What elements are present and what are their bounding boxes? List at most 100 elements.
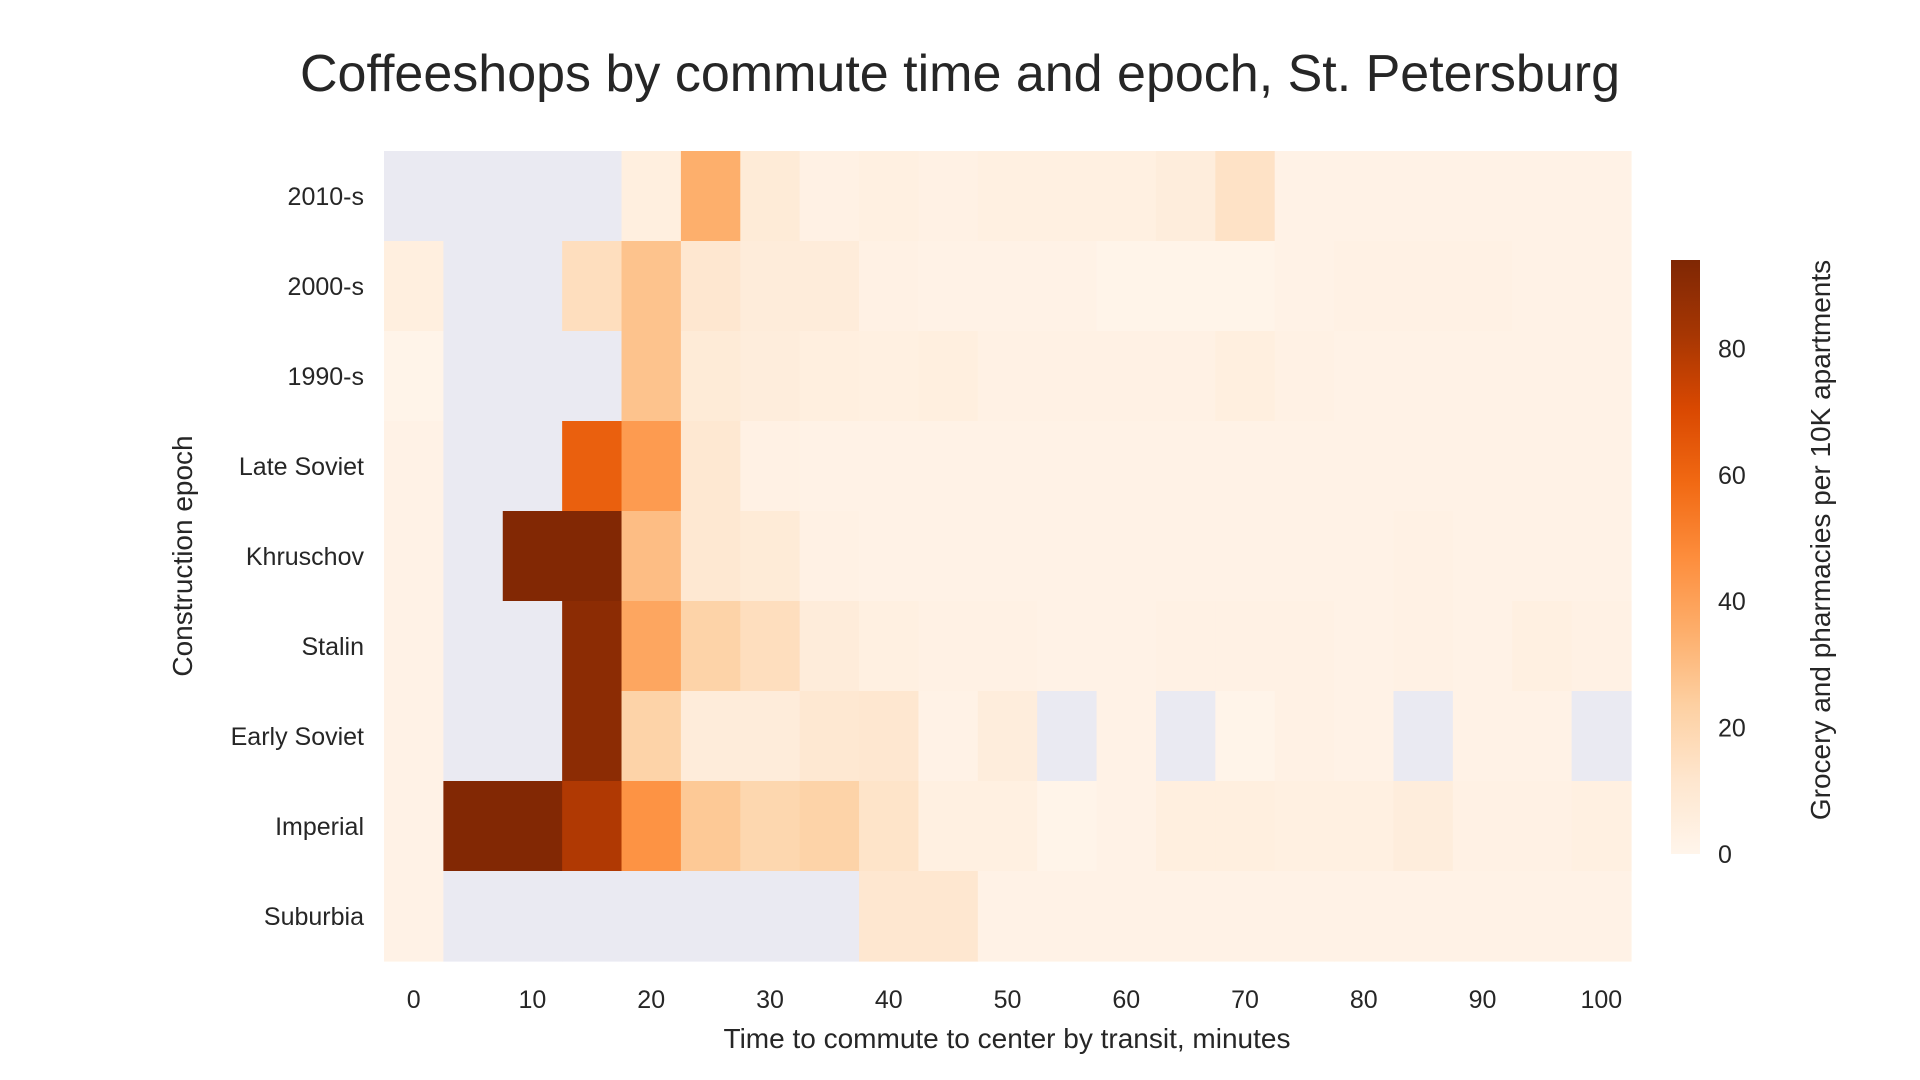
heatmap-cell xyxy=(1452,511,1513,602)
x-tick-label: 50 xyxy=(994,986,1022,1014)
heatmap-cell xyxy=(1096,511,1157,602)
heatmap-cell xyxy=(1334,601,1395,692)
heatmap-cell xyxy=(443,151,504,242)
heatmap-cell xyxy=(384,241,444,332)
heatmap-cell xyxy=(918,601,979,692)
heatmap-cell xyxy=(1571,691,1632,782)
heatmap-cell xyxy=(859,241,920,332)
heatmap-cell xyxy=(977,421,1038,512)
heatmap-cell xyxy=(799,331,860,422)
heatmap-cell xyxy=(1215,871,1276,962)
colorbar-tick-label: 20 xyxy=(1718,715,1746,743)
heatmap-cell xyxy=(1571,241,1632,332)
heatmap-cell xyxy=(621,691,682,782)
heatmap-cell xyxy=(1393,331,1454,422)
heatmap-cell xyxy=(799,871,860,962)
heatmap-cell xyxy=(1037,151,1098,242)
heatmap-cell xyxy=(1096,151,1157,242)
heatmap-cell xyxy=(1571,511,1632,602)
x-tick-label: 0 xyxy=(407,986,421,1014)
heatmap-cell xyxy=(1155,601,1216,692)
heatmap-cell xyxy=(859,331,920,422)
heatmap-cell xyxy=(1334,691,1395,782)
heatmap-cell xyxy=(1452,151,1513,242)
heatmap-cell xyxy=(918,781,979,872)
heatmap-cell xyxy=(918,511,979,602)
heatmap-cell xyxy=(1452,601,1513,692)
heatmap-cell xyxy=(1512,151,1573,242)
heatmap-cell xyxy=(740,781,801,872)
heatmap-cell xyxy=(1037,871,1098,962)
heatmap-cell xyxy=(502,421,563,512)
chart-title: Coffeeshops by commute time and epoch, S… xyxy=(300,45,1620,103)
heatmap-cell xyxy=(799,241,860,332)
heatmap-cell xyxy=(977,601,1038,692)
heatmap-cell xyxy=(1155,241,1216,332)
heatmap-cell xyxy=(384,781,444,872)
heatmap-cell xyxy=(384,151,444,242)
heatmap-cell xyxy=(680,151,741,242)
heatmap-cell xyxy=(1274,331,1335,422)
heatmap-cell xyxy=(977,241,1038,332)
heatmap-cell xyxy=(680,691,741,782)
heatmap-cell xyxy=(1393,781,1454,872)
heatmap-cell xyxy=(1096,421,1157,512)
heatmap-cell xyxy=(859,691,920,782)
heatmap-cell xyxy=(1334,421,1395,512)
y-tick-label: Imperial xyxy=(275,813,364,841)
y-axis-label: Construction epoch xyxy=(167,435,198,676)
heatmap-cell xyxy=(918,691,979,782)
heatmap-cell xyxy=(918,241,979,332)
heatmap-cell xyxy=(680,781,741,872)
heatmap-cell xyxy=(680,421,741,512)
heatmap-cell xyxy=(1274,691,1335,782)
x-tick-label: 20 xyxy=(637,986,665,1014)
heatmap-cell xyxy=(621,511,682,602)
heatmap-cell xyxy=(562,151,623,242)
heatmap-cell xyxy=(1274,511,1335,602)
heatmap-cell xyxy=(680,511,741,602)
heatmap-cell xyxy=(1571,601,1632,692)
heatmap-cell xyxy=(384,421,444,512)
heatmap-cell xyxy=(1037,331,1098,422)
heatmap-cell xyxy=(562,421,623,512)
heatmap-cell xyxy=(1393,151,1454,242)
heatmap-cell xyxy=(977,151,1038,242)
heatmap-cell xyxy=(1215,781,1276,872)
heatmap-cell xyxy=(1334,871,1395,962)
heatmap-cell xyxy=(1096,331,1157,422)
heatmap-cell xyxy=(384,511,444,602)
x-tick-label: 90 xyxy=(1469,986,1497,1014)
heatmap-cell xyxy=(1393,601,1454,692)
heatmap-cell xyxy=(918,871,979,962)
y-tick-labels: 2010-s 2000-s 1990-s Late Soviet Khruschov St… xyxy=(231,183,365,931)
heatmap-cell xyxy=(1512,781,1573,872)
heatmap-cell xyxy=(384,691,444,782)
heatmap-cell xyxy=(1512,691,1573,782)
heatmap-cell xyxy=(740,871,801,962)
heatmap-cell xyxy=(1215,601,1276,692)
y-tick-label: Early Soviet xyxy=(231,723,364,751)
heatmap-cell xyxy=(799,151,860,242)
heatmap-cell xyxy=(384,871,444,962)
heatmap-cell xyxy=(977,691,1038,782)
heatmap-cell xyxy=(680,601,741,692)
heatmap-cell xyxy=(1155,511,1216,602)
heatmap-cell xyxy=(443,871,504,962)
x-tick-label: 60 xyxy=(1112,986,1140,1014)
x-tick-label: 30 xyxy=(756,986,784,1014)
heatmap-cells xyxy=(384,151,1632,962)
heatmap-cell xyxy=(621,871,682,962)
heatmap-cell xyxy=(562,241,623,332)
heatmap-cell xyxy=(1334,151,1395,242)
heatmap-cell xyxy=(799,421,860,512)
heatmap-cell xyxy=(918,331,979,422)
heatmap-cell xyxy=(502,151,563,242)
heatmap-cell xyxy=(1512,601,1573,692)
heatmap-cell xyxy=(621,781,682,872)
heatmap-cell xyxy=(859,421,920,512)
heatmap-cell xyxy=(562,871,623,962)
heatmap-cell xyxy=(1334,241,1395,332)
heatmap-cell xyxy=(1512,241,1573,332)
heatmap-cell xyxy=(621,421,682,512)
